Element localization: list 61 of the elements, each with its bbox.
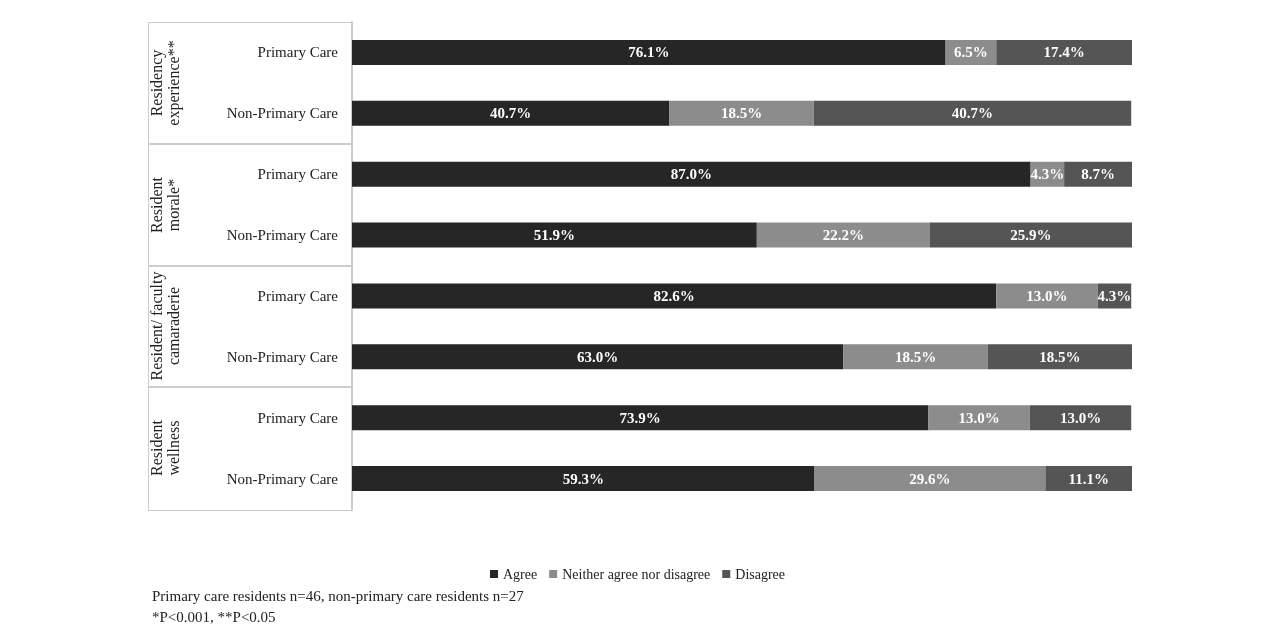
data-label: 6.5% bbox=[954, 44, 988, 61]
data-label: 51.9% bbox=[533, 227, 576, 244]
text: Resident morale* bbox=[148, 175, 183, 235]
bar bbox=[352, 222, 757, 248]
bar bbox=[1029, 405, 1132, 431]
bar bbox=[1045, 466, 1132, 492]
bar bbox=[813, 100, 1132, 126]
data-label: 8.7% bbox=[1081, 166, 1115, 183]
data-label: 18.5% bbox=[720, 105, 763, 122]
data-label: 40.7% bbox=[951, 105, 994, 122]
text: *P<0.001, **P<0.05 bbox=[152, 609, 276, 626]
text: Primary care residents n=46, non-primary care residents n=27 bbox=[152, 588, 524, 605]
data-label: 13.0% bbox=[958, 409, 1000, 426]
bar bbox=[352, 466, 815, 492]
y-tick-label: Primary Care bbox=[257, 287, 339, 304]
data-label: 18.5% bbox=[894, 348, 937, 365]
data-label: 13.0% bbox=[1026, 287, 1068, 304]
legend-label: Agree bbox=[502, 566, 538, 582]
y-tick-label: Primary Care bbox=[257, 44, 339, 61]
y-tick-label: Primary Care bbox=[257, 409, 339, 426]
bar bbox=[352, 405, 929, 431]
text: Resident wellness bbox=[148, 419, 183, 479]
data-label: 82.6% bbox=[653, 287, 695, 304]
data-label: 63.0% bbox=[577, 348, 619, 365]
y-tick-label: Non-Primary Care bbox=[226, 348, 339, 365]
bar bbox=[843, 344, 988, 370]
legend-label: Neither agree nor disagree bbox=[562, 566, 711, 582]
legend-label: Disagree bbox=[735, 566, 786, 582]
y-tick-label: Non-Primary Care bbox=[226, 470, 339, 487]
bar bbox=[352, 161, 1031, 187]
data-label: 59.3% bbox=[562, 470, 604, 487]
text: Residency experience** bbox=[148, 39, 184, 128]
bar bbox=[352, 283, 997, 309]
data-label: 22.2% bbox=[822, 227, 865, 244]
data-label: 17.4% bbox=[1043, 44, 1085, 61]
y-tick-label: Non-Primary Care bbox=[226, 105, 339, 122]
bar bbox=[987, 344, 1132, 370]
bar bbox=[352, 100, 670, 126]
data-label: 4.3% bbox=[1030, 166, 1065, 183]
data-label: 13.0% bbox=[1059, 409, 1102, 426]
bar bbox=[814, 466, 1046, 492]
data-label: 18.5% bbox=[1039, 348, 1081, 365]
bar bbox=[929, 222, 1132, 248]
bar bbox=[756, 222, 930, 248]
data-label: 87.0% bbox=[670, 166, 712, 183]
y-tick-label: Primary Care bbox=[257, 166, 339, 183]
text: Resident/ faculty camaraderie bbox=[148, 271, 183, 382]
bar bbox=[352, 344, 844, 370]
data-label: 40.7% bbox=[490, 105, 532, 122]
bar bbox=[352, 39, 946, 65]
data-label: 76.1% bbox=[628, 44, 670, 61]
bar bbox=[996, 39, 1132, 65]
y-tick-label: Non-Primary Care bbox=[226, 227, 339, 244]
bar bbox=[996, 283, 1098, 309]
data-label: 29.6% bbox=[909, 470, 951, 487]
data-label: 4.3% bbox=[1097, 287, 1132, 304]
data-label: 25.9% bbox=[1010, 227, 1052, 244]
data-label: 73.9% bbox=[619, 409, 661, 426]
bar bbox=[928, 405, 1030, 431]
data-label: 11.1% bbox=[1068, 470, 1109, 487]
bar bbox=[669, 100, 814, 126]
